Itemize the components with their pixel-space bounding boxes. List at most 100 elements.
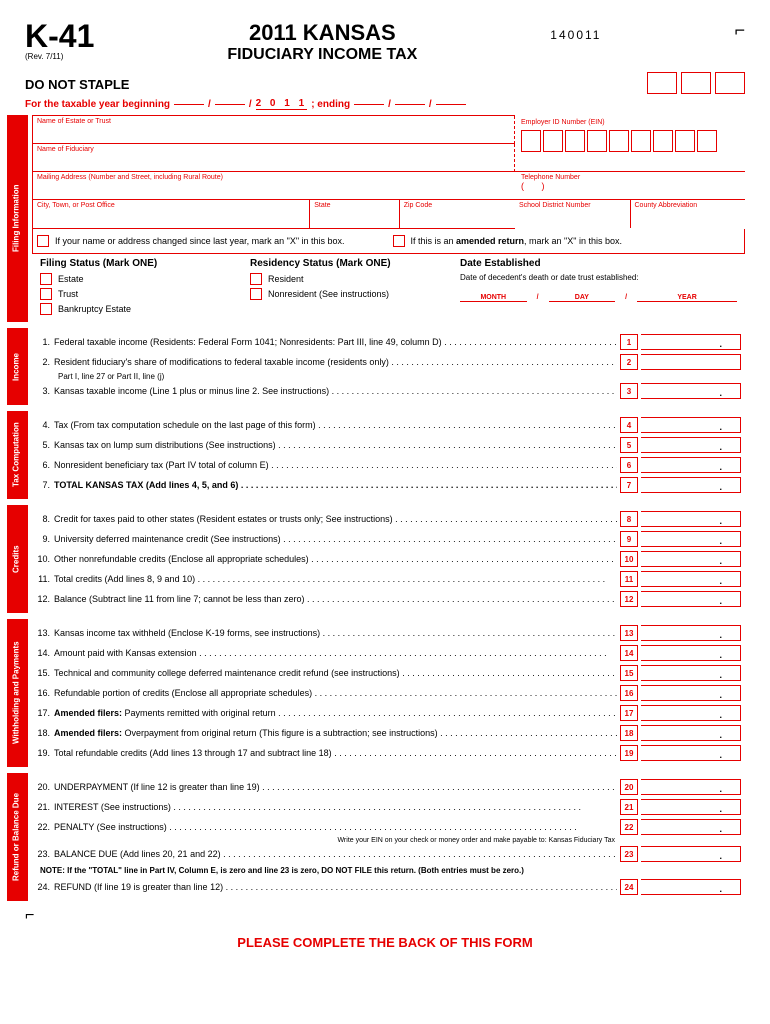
ein-digit[interactable]	[631, 130, 651, 152]
amount-field[interactable]	[641, 725, 741, 741]
amount-field[interactable]	[641, 779, 741, 795]
nonresident-checkbox[interactable]	[250, 288, 262, 300]
county-label: County Abbreviation	[635, 202, 742, 209]
line-text: Federal taxable income (Residents: Feder…	[54, 337, 617, 347]
amount-field[interactable]	[641, 745, 741, 761]
line-number: 17.	[36, 708, 54, 718]
ein-digit[interactable]	[521, 130, 541, 152]
date-est-head: Date Established	[460, 258, 737, 269]
line-box-number: 11	[620, 571, 638, 587]
form-code-block: K-41 (Rev. 7/11)	[25, 20, 94, 61]
amount-field[interactable]	[641, 685, 741, 701]
ein-digit[interactable]	[697, 130, 717, 152]
amount-field[interactable]	[641, 477, 741, 493]
line-number: 20.	[36, 782, 54, 792]
line-text: Amended filers: Overpayment from origina…	[54, 728, 617, 738]
amount-field[interactable]	[641, 383, 741, 399]
trust-checkbox[interactable]	[40, 288, 52, 300]
prenote: Write your EIN on your check or money or…	[32, 837, 745, 844]
line-19: 19.Total refundable credits (Add lines 1…	[32, 743, 745, 763]
amount-field[interactable]	[641, 417, 741, 433]
line-number: 22.	[36, 822, 54, 832]
amount-field[interactable]	[641, 591, 741, 607]
amount-field[interactable]	[641, 625, 741, 641]
line-17: 17.Amended filers: Payments remitted wit…	[32, 703, 745, 723]
income-section: Income1.Federal taxable income (Resident…	[25, 328, 745, 405]
estate-checkbox[interactable]	[40, 273, 52, 285]
amount-field[interactable]	[641, 799, 741, 815]
line-10: 10.Other nonrefundable credits (Enclose …	[32, 549, 745, 569]
line-box-number: 8	[620, 511, 638, 527]
opt-estate: Estate	[58, 274, 84, 284]
mailing-label: Mailing Address (Number and Street, incl…	[37, 174, 511, 181]
credits-tab: Credits	[7, 505, 25, 613]
day-label: DAY	[549, 294, 616, 302]
line-box-number: 16	[620, 685, 638, 701]
date-established-col: Date Established Date of decedent's deat…	[460, 258, 737, 318]
line-number: 6.	[36, 460, 54, 470]
line-box-number: 10	[620, 551, 638, 567]
amount-field[interactable]	[641, 511, 741, 527]
amount-field[interactable]	[641, 531, 741, 547]
line-24: 24.REFUND (If line 19 is greater than li…	[32, 877, 745, 897]
amount-field[interactable]	[641, 846, 741, 862]
amount-field[interactable]	[641, 354, 741, 370]
ein-digit[interactable]	[587, 130, 607, 152]
line-5: 5.Kansas tax on lump sum distributions (…	[32, 435, 745, 455]
entry-box[interactable]	[715, 72, 745, 94]
corner-mark: ⌐	[734, 20, 745, 41]
amount-field[interactable]	[641, 551, 741, 567]
amount-field[interactable]	[641, 571, 741, 587]
resident-checkbox[interactable]	[250, 273, 262, 285]
ein-digit[interactable]	[675, 130, 695, 152]
ein-digit[interactable]	[543, 130, 563, 152]
amount-field[interactable]	[641, 665, 741, 681]
line-box-number: 1	[620, 334, 638, 350]
month-label: MONTH	[460, 294, 527, 302]
line-text: Nonresident beneficiary tax (Part IV tot…	[54, 460, 617, 470]
filing-status-col: Filing Status (Mark ONE) Estate Trust Ba…	[40, 258, 240, 318]
crop-marks: ⌐	[25, 907, 745, 925]
line-number: 4.	[36, 420, 54, 430]
ein-digit[interactable]	[565, 130, 585, 152]
address-changed-checkbox[interactable]	[37, 235, 49, 247]
city-label: City, Town, or Post Office	[37, 202, 305, 209]
line-14: 14.Amount paid with Kansas extension14	[32, 643, 745, 663]
line-box-number: 24	[620, 879, 638, 895]
bankruptcy-checkbox[interactable]	[40, 303, 52, 315]
line-text: INTEREST (See instructions)	[54, 802, 617, 812]
ein-digit[interactable]	[653, 130, 673, 152]
line-box-number: 6	[620, 457, 638, 473]
ein-digit[interactable]	[609, 130, 629, 152]
amount-field[interactable]	[641, 645, 741, 661]
amount-field[interactable]	[641, 819, 741, 835]
amended-checkbox[interactable]	[393, 235, 405, 247]
line-13: 13.Kansas income tax withheld (Enclose K…	[32, 623, 745, 643]
line-box-number: 20	[620, 779, 638, 795]
line-8: 8.Credit for taxes paid to other states …	[32, 509, 745, 529]
line-text: TOTAL KANSAS TAX (Add lines 4, 5, and 6)	[54, 480, 617, 490]
line-number: 2.	[36, 357, 54, 367]
line-number: 9.	[36, 534, 54, 544]
amount-field[interactable]	[641, 879, 741, 895]
footer-note: PLEASE COMPLETE THE BACK OF THIS FORM	[25, 935, 745, 950]
ein-label: Employer ID Number (EIN)	[521, 119, 739, 126]
state-label: State	[314, 202, 394, 209]
entry-box[interactable]	[647, 72, 677, 94]
amount-field[interactable]	[641, 457, 741, 473]
line-box-number: 23	[620, 846, 638, 862]
line-text: Credit for taxes paid to other states (R…	[54, 514, 617, 524]
amount-field[interactable]	[641, 437, 741, 453]
year-label: YEAR	[637, 294, 737, 302]
line-22: 22.PENALTY (See instructions)22	[32, 817, 745, 837]
withholding-tab: Withholding and Payments	[7, 619, 25, 767]
line-2: 2.Resident fiduciary's share of modifica…	[32, 352, 745, 372]
line-box-number: 14	[620, 645, 638, 661]
amount-field[interactable]	[641, 334, 741, 350]
amount-field[interactable]	[641, 705, 741, 721]
line-box-number: 9	[620, 531, 638, 547]
tax-year: 2 0 1 1	[256, 98, 308, 110]
entry-box[interactable]	[681, 72, 711, 94]
line-number: 24.	[36, 882, 54, 892]
line-11: 11.Total credits (Add lines 8, 9 and 10)…	[32, 569, 745, 589]
